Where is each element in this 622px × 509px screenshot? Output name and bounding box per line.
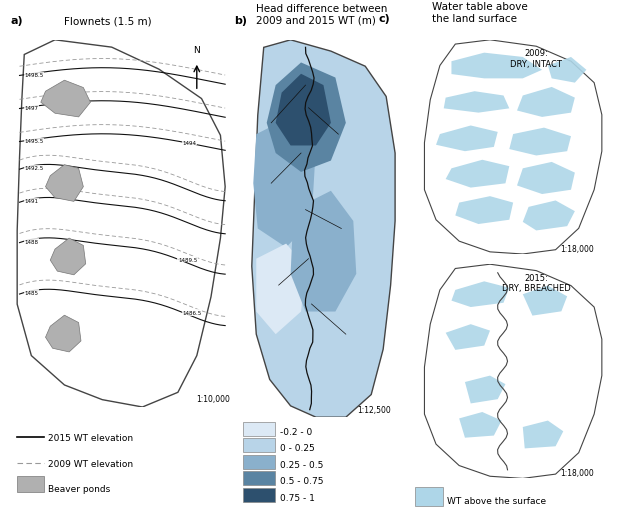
Polygon shape <box>443 92 509 114</box>
Polygon shape <box>253 116 316 248</box>
Text: 0.25 - 0.5: 0.25 - 0.5 <box>280 460 323 469</box>
Text: 1494: 1494 <box>183 140 197 145</box>
Polygon shape <box>256 244 305 334</box>
Text: 1491: 1491 <box>24 199 39 204</box>
Polygon shape <box>452 53 542 79</box>
Bar <box>243 455 275 469</box>
Text: 1492.5: 1492.5 <box>24 166 44 171</box>
Polygon shape <box>50 239 86 275</box>
Text: 1489.5: 1489.5 <box>178 257 197 262</box>
Text: 1488: 1488 <box>24 239 39 244</box>
Polygon shape <box>45 165 83 202</box>
Polygon shape <box>522 421 564 448</box>
Polygon shape <box>445 160 509 188</box>
Text: 1486.5: 1486.5 <box>183 310 202 316</box>
Text: 1:12,500: 1:12,500 <box>357 405 391 414</box>
Text: Flownets (1.5 m): Flownets (1.5 m) <box>65 16 152 26</box>
Bar <box>243 471 275 485</box>
Polygon shape <box>509 128 571 156</box>
Text: b): b) <box>234 16 247 25</box>
Text: 1498.5: 1498.5 <box>24 73 44 78</box>
Polygon shape <box>459 412 501 438</box>
Text: Head difference between
2009 and 2015 WT (m): Head difference between 2009 and 2015 WT… <box>256 4 388 25</box>
Polygon shape <box>436 126 498 152</box>
Text: -0.2 - 0: -0.2 - 0 <box>280 427 312 436</box>
Polygon shape <box>290 191 356 312</box>
Text: 2015 WT elevation: 2015 WT elevation <box>49 433 133 442</box>
Text: 0 - 0.25: 0 - 0.25 <box>280 443 315 453</box>
Polygon shape <box>252 41 395 417</box>
Text: 1497: 1497 <box>24 106 39 111</box>
Text: 0.75 - 1: 0.75 - 1 <box>280 493 315 502</box>
Text: c): c) <box>378 14 390 23</box>
Text: 1495.5: 1495.5 <box>24 139 44 144</box>
Text: 1:10,000: 1:10,000 <box>196 394 230 404</box>
Bar <box>243 438 275 452</box>
Text: Water table above
the land surface: Water table above the land surface <box>432 2 528 23</box>
Polygon shape <box>276 75 331 146</box>
Bar <box>243 488 275 502</box>
Text: N: N <box>193 46 200 55</box>
Bar <box>415 488 443 506</box>
Polygon shape <box>424 265 602 478</box>
Text: 2015:
DRY, BREACHED: 2015: DRY, BREACHED <box>502 273 570 293</box>
Polygon shape <box>17 41 225 407</box>
Text: WT above the surface: WT above the surface <box>447 496 547 504</box>
Polygon shape <box>445 325 490 350</box>
Polygon shape <box>452 282 509 307</box>
Text: 1:18,000: 1:18,000 <box>560 244 594 253</box>
Polygon shape <box>267 63 346 173</box>
Text: 1:18,000: 1:18,000 <box>560 468 594 477</box>
Polygon shape <box>45 316 81 352</box>
Polygon shape <box>465 376 506 404</box>
Text: 2009:
DRY, INTACT: 2009: DRY, INTACT <box>510 49 562 69</box>
Text: 2009 WT elevation: 2009 WT elevation <box>49 459 133 468</box>
Polygon shape <box>522 201 575 231</box>
Text: 0.5 - 0.75: 0.5 - 0.75 <box>280 476 323 486</box>
Polygon shape <box>41 81 90 118</box>
Polygon shape <box>424 41 602 254</box>
Polygon shape <box>522 286 567 316</box>
Polygon shape <box>548 58 587 83</box>
Text: a): a) <box>10 16 22 26</box>
Bar <box>243 422 275 436</box>
Text: Beaver ponds: Beaver ponds <box>49 484 111 493</box>
Polygon shape <box>517 88 575 118</box>
Text: 1485: 1485 <box>24 291 39 295</box>
Polygon shape <box>517 162 575 194</box>
Bar <box>17 476 44 493</box>
Polygon shape <box>455 197 513 224</box>
